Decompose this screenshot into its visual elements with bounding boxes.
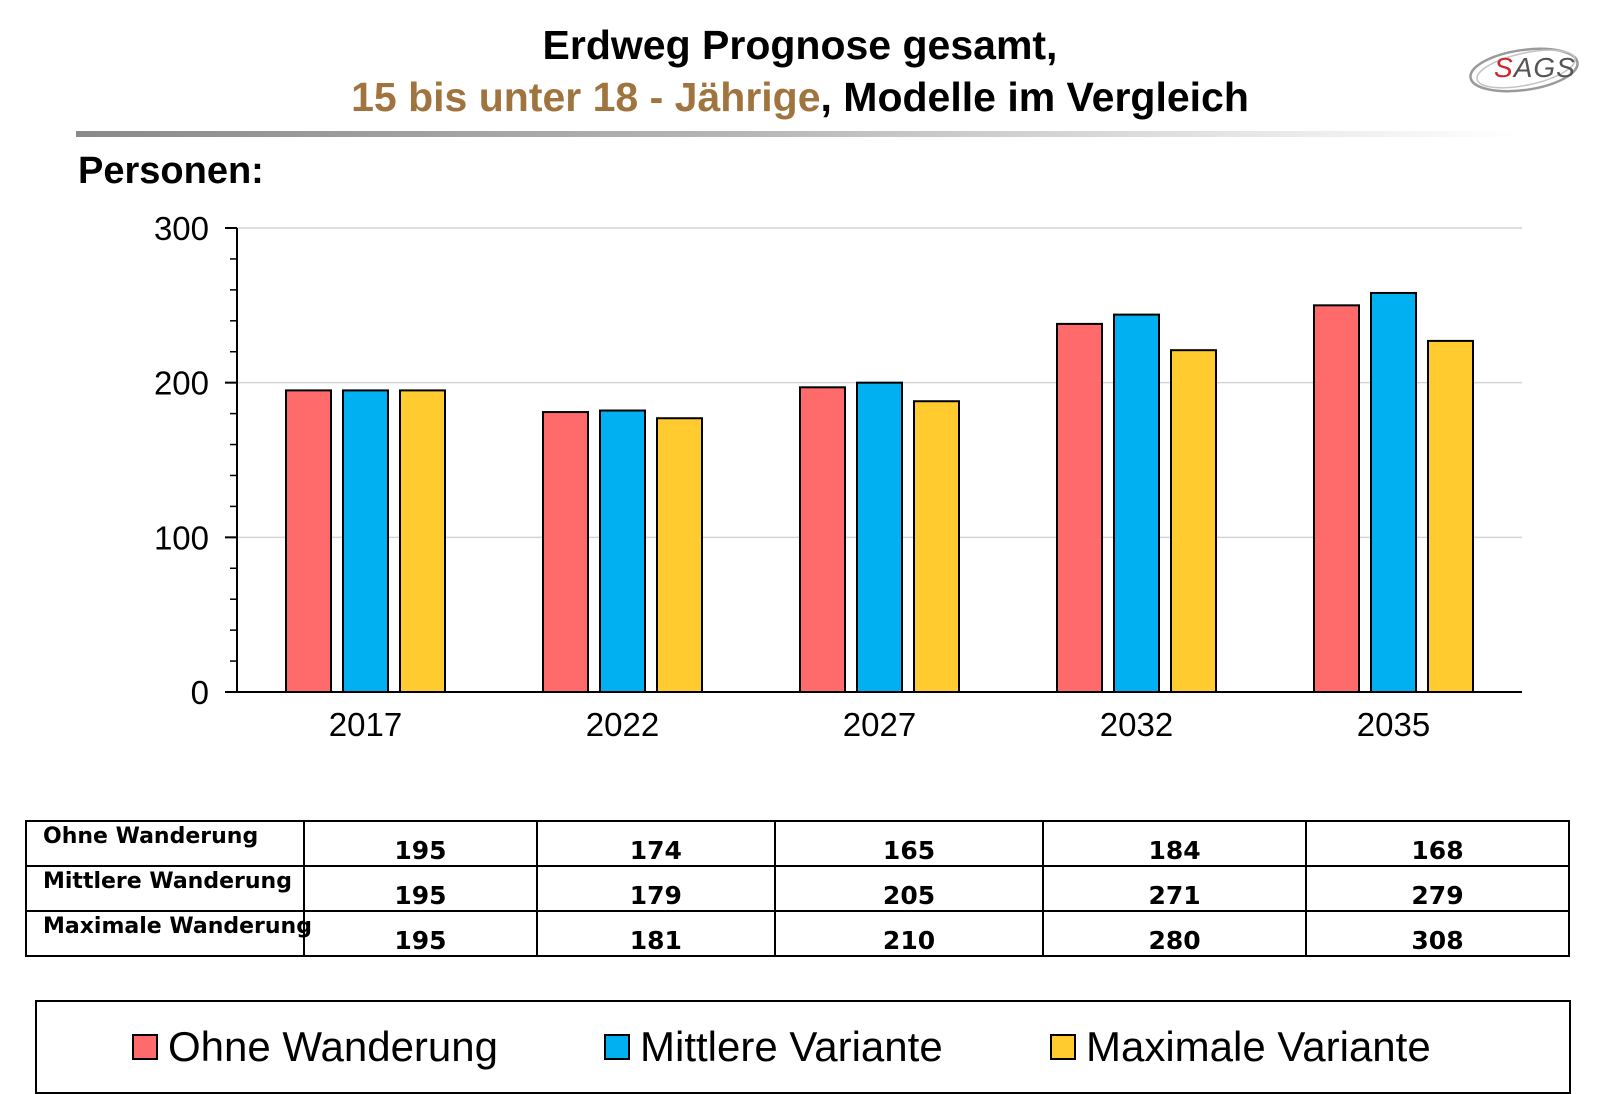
legend-item-mittlere-variante: Mittlere Variante (604, 1022, 943, 1072)
bar-2035-1 (1313, 304, 1360, 693)
legend-label: Maximale Variante (1086, 1023, 1431, 1070)
title-age-group: 15 bis unter 18 - Jährige (351, 74, 821, 120)
bar-2022-2 (599, 409, 646, 694)
legend-swatch-mittlere-variante (604, 1034, 630, 1060)
table-cell: 184 (1042, 820, 1308, 867)
table-cell: 179 (535, 865, 776, 912)
table-cell: 168 (1305, 820, 1570, 867)
x-tick-label: 2017 (329, 706, 402, 743)
chart-title-line-1: Erdweg Prognose gesamt, (542, 22, 1058, 68)
table-cell: 195 (303, 910, 538, 957)
y-tick-label: 100 (154, 519, 209, 556)
table-cell: 271 (1042, 865, 1308, 912)
y-tick-label: 200 (154, 365, 209, 402)
logo-text: SAGS (1494, 52, 1576, 83)
chart-title-line-2: 15 bis unter 18 - Jährige, Modelle im Ve… (0, 71, 1600, 123)
x-tick-label: 2032 (1100, 706, 1173, 743)
values-table: Ohne Wanderung 195 174 165 184 168 Mittlere Wa… (24, 820, 1570, 957)
table-row-label: Ohne Wanderung (24, 820, 306, 867)
table-cell: 280 (1042, 910, 1308, 957)
table-cell: 181 (535, 910, 776, 957)
bar-2027-3 (913, 400, 960, 694)
table-cell: 279 (1305, 865, 1570, 912)
title-divider (76, 131, 1516, 137)
bar-2017-3 (399, 389, 446, 693)
table-cell: 308 (1305, 910, 1570, 957)
bar-2022-3 (656, 417, 703, 694)
y-axis-label: Personen: (78, 150, 264, 192)
legend-item-ohne-wanderung: Ohne Wanderung (132, 1022, 498, 1072)
table-cell: 210 (773, 910, 1045, 957)
title-suffix: , Modelle im Vergleich (820, 74, 1249, 120)
bar-2035-2 (1370, 291, 1417, 694)
legend-swatch-maximale-variante (1050, 1034, 1076, 1060)
y-tick-label: 0 (191, 674, 209, 711)
legend-label: Ohne Wanderung (168, 1023, 498, 1070)
bar-2032-3 (1170, 349, 1217, 693)
x-tick-label: 2035 (1357, 706, 1430, 743)
x-tick-label: 2027 (843, 706, 916, 743)
table-cell: 195 (303, 820, 538, 867)
table-row-label: Maximale Wanderung (24, 910, 312, 957)
table-cell: 174 (535, 820, 776, 867)
table-row: Maximale Wanderung 195 181 210 280 308 (24, 910, 1570, 957)
logo-swoosh-icon (1469, 47, 1579, 93)
bar-2027-2 (856, 381, 903, 694)
legend-item-maximale-variante: Maximale Variante (1050, 1022, 1431, 1072)
table-cell: 165 (773, 820, 1045, 867)
table-cell: 205 (773, 865, 1045, 912)
sags-logo: SAGS (1466, 36, 1586, 100)
bar-2022-1 (542, 411, 589, 693)
table-row: Ohne Wanderung 195 174 165 184 168 (24, 820, 1570, 867)
bar-chart: 0 100 200 300 2017 2022 2027 2032 2035 (154, 210, 1522, 743)
legend-swatch-ohne-wanderung (132, 1034, 158, 1060)
bar-2032-1 (1056, 322, 1103, 693)
bar-2027-1 (799, 386, 846, 693)
bar-2032-2 (1113, 313, 1160, 693)
legend-label: Mittlere Variante (640, 1023, 943, 1070)
table-row-label: Mittlere Wanderung (24, 865, 306, 912)
x-tick-label: 2022 (586, 706, 659, 743)
table-cell: 195 (303, 865, 538, 912)
chart-legend: Ohne Wanderung Mittlere Variante Maximal… (35, 1000, 1571, 1094)
table-row: Mittlere Wanderung 195 179 205 271 279 (24, 865, 1570, 912)
y-tick-label: 300 (154, 210, 209, 247)
bar-2017-1 (285, 389, 332, 693)
bar-2017-2 (342, 389, 389, 693)
bar-2035-3 (1427, 339, 1474, 693)
